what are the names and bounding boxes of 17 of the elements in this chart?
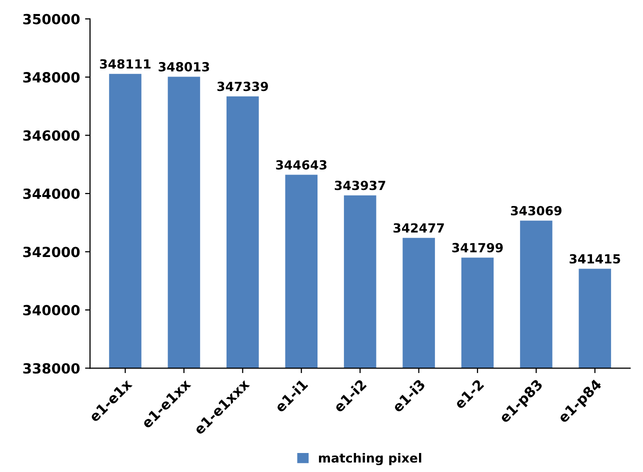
data-label: 347339: [217, 82, 268, 92]
y-tick-label: 346000: [23, 130, 80, 141]
data-label: 341415: [570, 254, 620, 264]
y-tick-label: 350000: [23, 14, 80, 24]
data-label: 342477: [394, 223, 444, 233]
data-label: 348013: [158, 62, 210, 72]
y-tick-label: 338000: [23, 363, 80, 374]
data-label: 343069: [510, 206, 562, 216]
data-label: 341799: [452, 242, 503, 252]
y-tick-label: 348000: [23, 72, 80, 83]
y-tick-label: 340000: [23, 304, 80, 316]
data-label: 344643: [276, 160, 326, 170]
y-tick-label: 344000: [23, 188, 80, 199]
data-label: 343937: [334, 180, 386, 190]
y-tick-label: 342000: [23, 246, 80, 258]
data-label: 348111: [100, 59, 150, 69]
legend-label: matching pixel: [318, 452, 422, 466]
